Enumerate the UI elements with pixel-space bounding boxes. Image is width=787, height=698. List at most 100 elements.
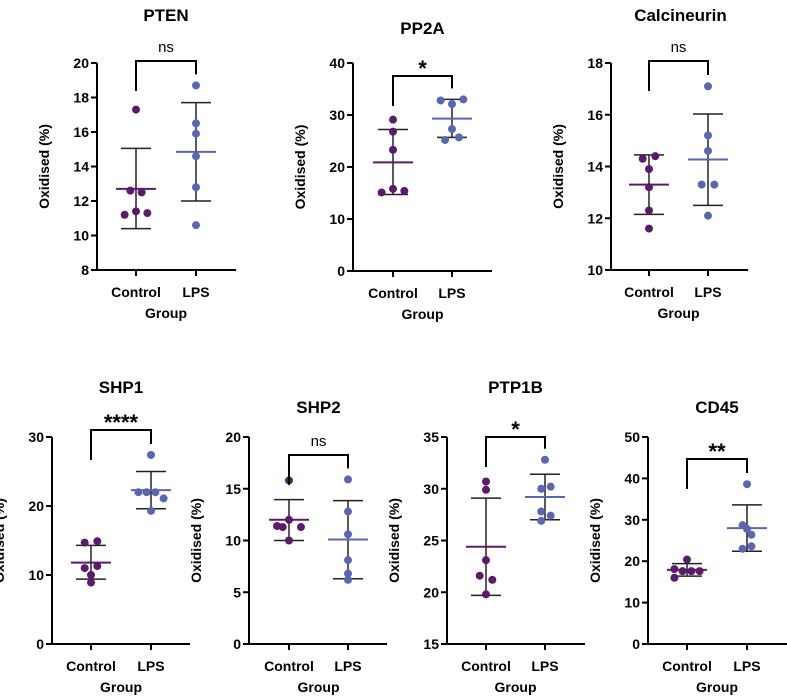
x-tick-label: LPS (137, 658, 164, 674)
data-point (389, 184, 397, 193)
data-point (344, 556, 352, 565)
y-axis-title: Oxidised (%) (386, 498, 402, 583)
chart-title: SHP2 (296, 398, 340, 417)
data-point (436, 96, 445, 105)
data-point (377, 188, 386, 197)
data-point (704, 211, 712, 220)
y-tick-label: 0 (632, 636, 640, 652)
data-point (645, 165, 653, 174)
y-tick-label: 20 (225, 429, 241, 445)
x-axis-title: Group (100, 679, 142, 695)
data-point (93, 537, 102, 546)
y-tick-label: 12 (587, 210, 603, 226)
data-point (541, 455, 549, 464)
data-point (670, 573, 679, 582)
data-point (459, 95, 468, 104)
panel-pten: PTEN 8 10 12 14 16 18 20 Control LPS Group Oxidised… (36, 6, 236, 321)
significance-label: ns (311, 433, 327, 450)
data-point (482, 477, 490, 486)
data-point (143, 209, 152, 218)
x-tick-label: LPS (438, 285, 465, 301)
panel-calcineurin: Calcineurin 10 12 14 16 18 Control LPS Group Oxid… (550, 6, 748, 321)
significance-bracket (648, 60, 709, 91)
y-tick-label: 16 (587, 107, 603, 123)
x-tick-label: LPS (334, 658, 361, 674)
y-axis-title: Oxidised (%) (188, 498, 204, 583)
panel-cd45: CD45 0 10 20 30 40 50 Control LPS Group Oxidised (… (587, 398, 787, 695)
significance-label: ** (708, 439, 726, 464)
x-tick-label: Control (66, 658, 116, 674)
data-point (192, 81, 200, 90)
significance-label: * (418, 56, 427, 81)
chart-title: Calcineurin (634, 6, 727, 25)
data-point (344, 530, 352, 539)
panel-shp1: SHP1 0 10 20 30 Control LPS Group Oxidised (%) **… (0, 378, 190, 695)
y-tick-label: 30 (28, 429, 44, 445)
x-axis-title: Group (298, 679, 340, 695)
x-axis-title: Group (658, 305, 700, 321)
y-tick-label: 0 (36, 636, 44, 652)
data-point (389, 145, 397, 154)
data-point (546, 511, 555, 520)
x-tick-label: LPS (733, 658, 760, 674)
data-point (651, 152, 660, 161)
data-point (192, 221, 200, 230)
panel-pp2a: PP2A 0 10 20 30 40 Control LPS Group Oxidised (%)… (292, 19, 492, 322)
significance-bracket (135, 60, 197, 91)
y-tick-label: 20 (423, 584, 439, 600)
data-point (159, 494, 168, 503)
y-tick-label: 10 (587, 262, 603, 278)
x-tick-label: Control (368, 285, 418, 301)
y-tick-label: 5 (233, 584, 241, 600)
significance-bracket (686, 458, 748, 489)
x-tick-label: LPS (182, 284, 209, 300)
data-point (704, 146, 712, 155)
chart-title: SHP1 (99, 378, 143, 397)
y-tick-label: 15 (225, 481, 241, 497)
data-point (747, 542, 756, 551)
chart-title: PTP1B (488, 378, 543, 397)
data-point (137, 188, 146, 197)
y-tick-label: 10 (28, 567, 44, 583)
panel-shp2: SHP2 0 5 10 15 20 Control LPS Group Oxidised (%) n… (188, 398, 387, 695)
data-point (482, 485, 490, 494)
y-axis-title: Oxidised (%) (292, 125, 308, 210)
y-tick-label: 0 (337, 263, 345, 279)
data-point (645, 206, 653, 215)
panel-ptp1b: PTP1B 15 20 25 30 35 Control LPS Group Oxidised (… (386, 378, 585, 695)
x-tick-label: LPS (531, 658, 558, 674)
x-tick-label: Control (624, 284, 674, 300)
data-point (278, 523, 287, 532)
significance-bracket (392, 75, 453, 106)
y-tick-label: 40 (329, 55, 345, 71)
data-point (683, 555, 691, 564)
y-tick-label: 10 (624, 595, 640, 611)
data-point (126, 186, 135, 195)
data-point (710, 180, 719, 189)
significance-label: * (511, 417, 520, 442)
data-point (441, 135, 450, 144)
y-tick-label: 0 (233, 636, 241, 652)
y-tick-label: 16 (73, 124, 89, 140)
data-point (120, 210, 129, 219)
data-point (389, 127, 397, 136)
data-point (482, 556, 490, 565)
data-point (132, 105, 140, 114)
y-tick-label: 10 (329, 211, 345, 227)
significance-label: ns (158, 39, 174, 56)
data-point (454, 133, 463, 142)
y-tick-label: 10 (73, 228, 89, 244)
y-axis-title: Oxidised (%) (0, 498, 7, 583)
chart-title: PP2A (400, 19, 444, 38)
data-point (344, 507, 352, 516)
data-point (87, 571, 95, 579)
data-point (704, 131, 712, 140)
y-tick-label: 50 (624, 429, 640, 445)
data-point (192, 152, 200, 161)
x-axis-title: Group (145, 305, 187, 321)
data-point (344, 475, 352, 484)
chart-title: PTEN (143, 6, 188, 25)
y-tick-label: 20 (329, 159, 345, 175)
data-point (147, 450, 155, 459)
